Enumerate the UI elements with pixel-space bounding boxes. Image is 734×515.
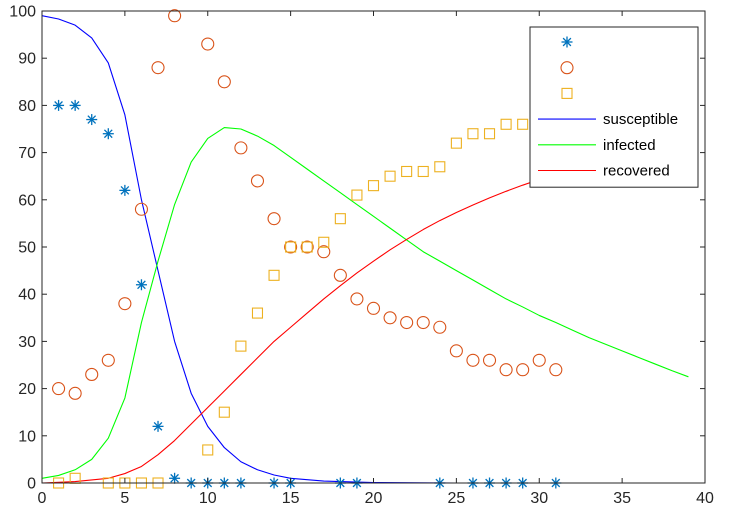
x-tick-label: 0: [38, 490, 47, 507]
legend-box: [529, 26, 699, 188]
data-point-circle: [68, 386, 82, 400]
x-tick-label: 15: [282, 490, 300, 507]
data-point-circle: [383, 311, 397, 325]
data-point-square: [434, 161, 446, 173]
data-point-circle: [516, 363, 530, 377]
legend: susceptible infected recovered: [529, 26, 699, 188]
data-point-circle: [250, 174, 265, 188]
y-tick-label: 100: [9, 4, 36, 21]
data-point-circle: [433, 320, 447, 334]
data-point-circle: [101, 353, 115, 367]
y-tick-label: 80: [18, 98, 36, 115]
data-point-square: [450, 137, 462, 149]
y-tick-label: 10: [18, 428, 36, 445]
data-point-square: [251, 307, 264, 319]
data-point-square: [401, 165, 413, 178]
data-point-square: [268, 269, 280, 281]
data-point-square: [417, 165, 429, 178]
data-point-square: [285, 241, 297, 253]
data-point-circle: [267, 212, 281, 226]
data-point-square: [334, 213, 346, 225]
y-tick-label: 50: [18, 240, 36, 257]
y-tick-label: 60: [18, 192, 36, 209]
data-point-asterisk: [119, 184, 131, 196]
data-point-circle: [466, 353, 480, 367]
y-tick-label: 30: [18, 334, 36, 351]
data-point-circle: [333, 268, 347, 282]
data-point-circle: [52, 382, 66, 396]
y-tick-label: 20: [18, 381, 36, 398]
x-tick-label: 5: [120, 490, 129, 507]
data-point-circle: [151, 61, 165, 75]
legend-marker-circle: [560, 61, 574, 75]
data-point-square: [467, 128, 479, 140]
legend-label-infected: infected: [603, 137, 656, 154]
infected-line: [41, 127, 689, 479]
data-point-circle: [366, 301, 381, 315]
legend-marker-square: [561, 87, 573, 99]
data-point-circle: [234, 141, 248, 155]
data-point-square: [218, 406, 230, 418]
data-point-square: [235, 340, 247, 352]
x-tick-label: 20: [365, 490, 383, 507]
data-point-asterisk: [152, 420, 164, 432]
data-point-asterisk: [169, 472, 181, 484]
data-point-circle: [134, 202, 148, 216]
legend-label-recovered: recovered: [603, 163, 670, 180]
data-point-circle: [118, 297, 132, 311]
data-point-square: [318, 236, 330, 248]
data-point-square: [517, 118, 529, 130]
data-point-circle: [317, 245, 331, 259]
data-point-circle: [499, 363, 513, 377]
data-point-asterisk: [102, 128, 114, 140]
data-point-circle: [549, 363, 563, 377]
data-point-square: [500, 118, 512, 130]
data-point-square: [367, 180, 380, 192]
y-tick-label: 70: [18, 145, 36, 162]
legend-marker-asterisk: [561, 36, 573, 48]
data-point-square: [202, 444, 214, 456]
data-point-circle: [400, 315, 414, 330]
data-point-circle: [168, 9, 182, 23]
data-point-circle: [532, 353, 546, 367]
data-point-circle: [217, 75, 231, 89]
data-point-square: [483, 128, 496, 140]
x-tick-label: 30: [530, 490, 548, 507]
axes: 0 5 10 15 20 25 30 35 40 0 10 20 30 40 50 60 70 80 90 100: [9, 4, 714, 508]
data-point-circle: [350, 292, 364, 306]
data-point-circle: [85, 367, 99, 381]
data-point-circle: [482, 353, 497, 367]
y-tick-label: 0: [27, 476, 36, 493]
data-point-square: [351, 189, 363, 201]
x-tick-label: 25: [447, 490, 465, 507]
legend-label-susceptible: susceptible: [603, 111, 678, 128]
data-point-circle: [284, 240, 298, 254]
data-point-circle: [449, 344, 463, 358]
data-point-square: [384, 170, 396, 182]
y-tick-label: 40: [18, 287, 36, 304]
x-tick-label: 40: [696, 490, 714, 507]
x-tick-label: 35: [613, 490, 631, 507]
data-point-asterisk: [53, 99, 65, 111]
data-point-circle: [416, 315, 430, 330]
data-point-asterisk: [69, 99, 81, 111]
data-point-square: [301, 241, 313, 253]
y-tick-label: 90: [18, 51, 36, 68]
data-point-circle: [201, 37, 215, 51]
data-point-asterisk: [135, 279, 147, 291]
data-point-circle: [300, 240, 314, 254]
x-tick-label: 10: [199, 490, 217, 507]
data-point-asterisk: [86, 114, 98, 126]
